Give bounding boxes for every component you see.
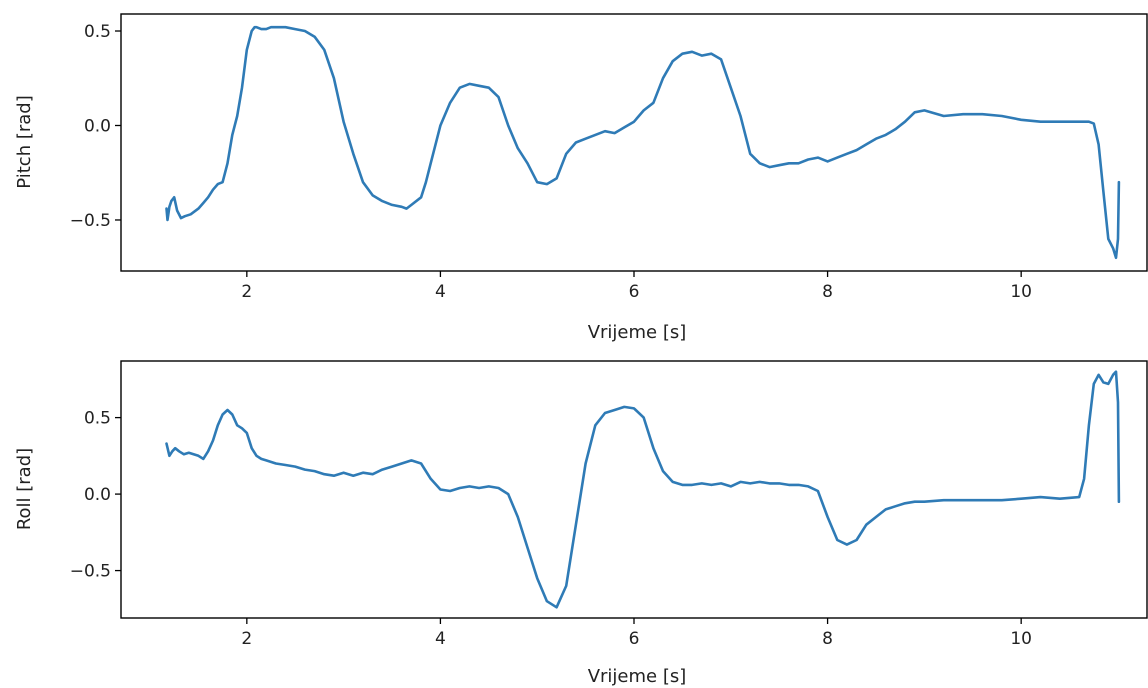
roll-y-tick-label: 0.5 [84,409,111,429]
pitch-x-tick-label: 10 [1010,282,1032,302]
roll-x-axis-label: Vrijeme [s] [588,666,687,687]
pitch-x-tick-label: 2 [241,282,252,302]
pitch-y-tick-label: −0.5 [70,211,111,231]
roll-y-axis-label: Roll [rad] [14,448,35,530]
pitch-x-tick-label: 4 [435,282,446,302]
pitch-plot: Pitch [rad] Vrijeme [s] 2 4 6 8 10 −0.5 0.0 0.5 [14,13,1148,343]
roll-x-tick-label: 10 [1010,629,1032,649]
pitch-y-axis-label: Pitch [rad] [14,95,35,188]
pitch-series-line [165,25,1121,260]
pitch-x-tick-label: 8 [822,282,833,302]
pitch-y-tick-label: 0.5 [84,22,111,42]
roll-x-tick-label: 4 [435,629,446,649]
roll-series-line [165,370,1121,609]
pitch-x-axis-label: Vrijeme [s] [588,322,687,343]
roll-x-tick-label: 6 [629,629,640,649]
roll-x-tick-label: 2 [241,629,252,649]
roll-y-tick-label: 0.0 [84,485,111,505]
pitch-x-tick-label: 6 [629,282,640,302]
roll-y-tick-label: −0.5 [70,562,111,582]
pitch-y-tick-label: 0.0 [84,116,111,136]
roll-plot: Roll [rad] Vrijeme [s] 2 4 6 8 10 −0.5 0.0 0.5 [14,360,1148,687]
roll-x-tick-label: 8 [822,629,833,649]
